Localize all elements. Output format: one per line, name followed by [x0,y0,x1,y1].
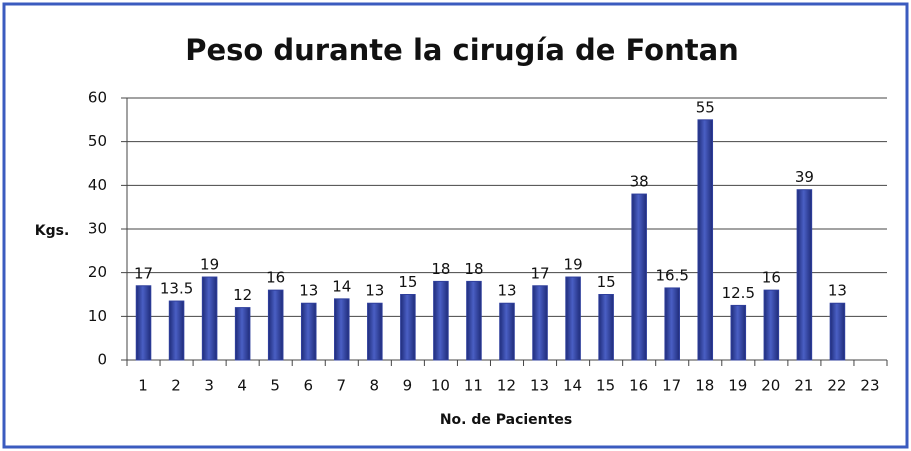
bar [829,302,846,361]
x-tick-label: 3 [204,377,214,395]
x-tick-label: 22 [827,377,846,395]
x-tick-label: 16 [629,377,648,395]
x-tick-label: 6 [303,377,313,395]
bar [135,285,152,361]
bar [730,304,747,361]
data-label: 15 [597,273,616,291]
data-label: 19 [200,256,219,274]
data-label: 55 [696,98,715,116]
bar [664,287,680,361]
bar [234,307,251,361]
bar [499,302,515,361]
data-label: 16.5 [656,266,689,284]
x-tick-label: 15 [596,377,615,395]
data-label: 13 [497,282,516,300]
bar [598,294,614,361]
y-tick-label: 30 [88,220,107,238]
x-tick-label: 17 [662,377,681,395]
bar [201,276,218,361]
data-label: 18 [431,260,450,278]
x-tick-label: 19 [728,377,747,395]
y-tick-label: 10 [88,307,107,325]
data-label: 16 [266,269,285,287]
data-label: 12 [233,286,252,304]
x-tick-label: 5 [270,377,280,395]
data-label: 13 [299,282,318,300]
x-tick-label: 18 [695,377,714,395]
data-label: 16 [762,269,781,287]
x-tick-label: 10 [431,377,450,395]
y-tick-label: 0 [97,351,107,369]
bar [565,276,581,361]
data-label: 15 [398,273,417,291]
data-label: 12.5 [722,284,755,302]
data-label: 18 [464,260,483,278]
bar [466,280,482,361]
bar [796,189,813,361]
data-label: 13 [828,282,847,300]
x-tick-label: 7 [336,377,346,395]
y-axis-label: Kgs. [35,223,70,239]
data-label: 38 [630,173,649,191]
y-tick-label: 40 [88,176,107,194]
bar [433,280,449,361]
x-tick-label: 14 [563,377,582,395]
x-tick-label: 1 [138,377,148,395]
bar [697,119,714,361]
data-label: 19 [564,256,583,274]
x-axis-label: No. de Pacientes [440,412,572,428]
bar [267,289,284,361]
x-tick-label: 20 [761,377,780,395]
x-tick-label: 2 [171,377,181,395]
bar [532,285,548,361]
x-tick-label: 21 [794,377,813,395]
chart-title: Peso durante la cirugía de Fontan [185,33,739,67]
y-tick-label: 50 [88,132,107,150]
data-label: 13 [365,282,384,300]
x-tick-label: 9 [403,377,413,395]
bar [334,298,350,361]
data-label: 13.5 [160,280,193,298]
data-label: 39 [795,168,814,186]
x-tick-label: 4 [237,377,247,395]
x-tick-label: 13 [530,377,549,395]
data-label: 17 [530,264,549,282]
x-tick-label: 12 [497,377,516,395]
data-label: 17 [134,264,153,282]
bar [367,302,383,361]
y-tick-label: 60 [88,89,107,107]
bar [400,294,416,361]
data-label: 14 [332,277,351,295]
x-tick-label: 23 [860,377,879,395]
x-tick-label: 8 [370,377,380,395]
y-tick-label: 20 [88,263,107,281]
bar [763,289,780,361]
x-tick-label: 11 [464,377,483,395]
bar [631,193,647,361]
bar [300,302,317,361]
bar [168,300,185,361]
